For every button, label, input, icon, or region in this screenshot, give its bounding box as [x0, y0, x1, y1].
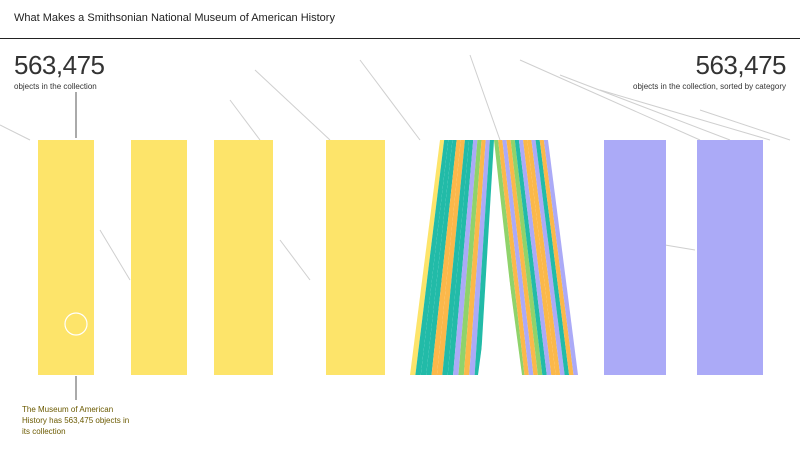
fan-stripe	[474, 140, 494, 375]
background-line	[469, 54, 501, 141]
background-line	[229, 99, 261, 141]
fan-stripe	[494, 140, 525, 375]
background-line	[359, 59, 421, 141]
fan-stripe	[543, 140, 578, 375]
fan-stripe	[514, 140, 547, 375]
fan-stripe	[535, 140, 570, 375]
fan-stripe	[426, 140, 457, 375]
fan-stripe	[410, 140, 445, 375]
right-total: 563,475	[695, 50, 787, 80]
fan-gap	[478, 210, 522, 375]
background-line	[0, 124, 31, 141]
background-line	[99, 229, 131, 281]
fan-stripe	[498, 140, 529, 375]
background-line	[559, 74, 731, 141]
fan-stripe	[502, 140, 534, 375]
bars-layer	[38, 140, 763, 375]
fan-stripe	[442, 140, 470, 375]
left-total: 563,475	[14, 50, 105, 80]
fan-stripe	[436, 140, 465, 375]
fan-stripe	[431, 140, 461, 375]
fan-stripe	[539, 140, 574, 375]
fan-stripe	[510, 140, 543, 375]
right-caption: objects in the collection, sorted by cat…	[633, 82, 786, 91]
background-line	[519, 59, 701, 141]
fan-stripe	[523, 140, 556, 375]
background-line	[254, 69, 331, 141]
bar-7	[697, 140, 763, 375]
fan-stripe	[420, 140, 453, 375]
bar-4	[326, 140, 385, 375]
fan-stripe	[506, 140, 538, 375]
fan-stripe	[527, 140, 561, 375]
background-line	[699, 109, 791, 141]
fan-stripe	[463, 140, 486, 375]
left-caption: objects in the collection	[14, 82, 97, 91]
bar-2	[131, 140, 187, 375]
fan-stripe	[453, 140, 478, 375]
background-line	[599, 89, 771, 141]
fan-stripe	[518, 140, 552, 375]
fan-stripe	[469, 140, 490, 375]
page-title: What Makes a Smithsonian National Museum…	[14, 12, 335, 24]
bar-6	[604, 140, 666, 375]
title-divider	[0, 38, 800, 39]
fan-stripe	[447, 140, 474, 375]
background-line	[664, 244, 696, 251]
background-lines	[0, 54, 791, 281]
fan-stripe	[458, 140, 482, 375]
fan-stripe	[531, 140, 565, 375]
bar-3	[214, 140, 273, 375]
bar-1	[38, 140, 94, 375]
fan-chart	[410, 140, 578, 375]
fan-stripe	[415, 140, 449, 375]
annotation-text: The Museum of American History has 563,4…	[22, 405, 130, 436]
background-line	[279, 239, 311, 281]
highlight-circle	[64, 312, 88, 336]
